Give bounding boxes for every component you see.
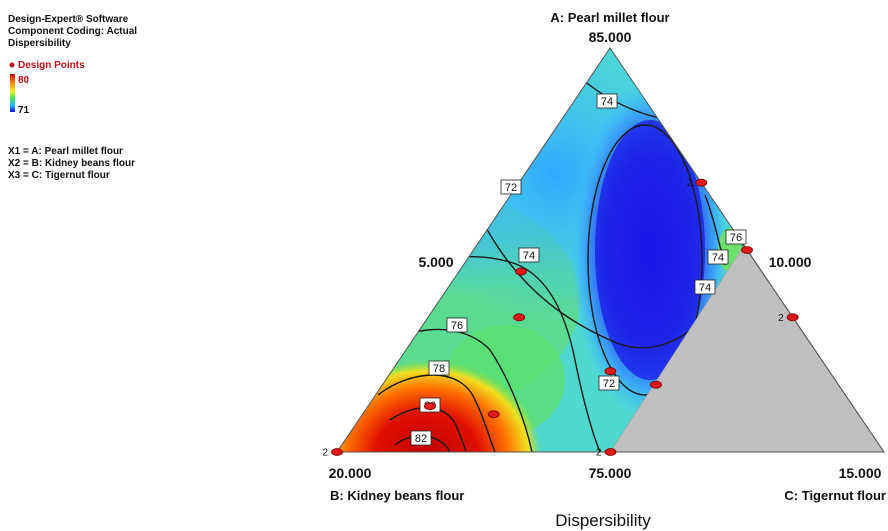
vertex-b-low: 5.000 <box>418 254 453 270</box>
design-points: 2 2 2 2 <box>322 178 799 459</box>
contour-label-box <box>707 249 729 265</box>
contour-label: 74 <box>523 250 535 262</box>
contour-label: 76 <box>730 232 742 244</box>
design-point <box>487 410 500 419</box>
contour-line <box>587 124 703 396</box>
contour-line <box>377 374 496 452</box>
color-scale-bar <box>10 74 15 112</box>
design-point <box>604 367 617 376</box>
scale-high-label: 80 <box>18 75 30 86</box>
replicate-count: 2 <box>596 448 602 459</box>
contour-label-box <box>598 375 620 391</box>
contour-label: 72 <box>603 378 615 390</box>
replicate-count: 2 <box>687 178 693 189</box>
legend: Design-Expert® Software Component Coding… <box>8 14 137 181</box>
vertex-a-name: A: Pearl millet flour <box>550 10 669 25</box>
vertex-c-high: 15.000 <box>839 465 882 481</box>
replicate-count: 2 <box>322 448 328 459</box>
vertex-b-high: 20.000 <box>329 465 372 481</box>
legend-design-points: Design Points <box>18 60 85 71</box>
contour-label-box <box>500 179 522 195</box>
legend-x3: X3 = C: Tigernut flour <box>8 170 110 181</box>
design-point <box>650 380 662 389</box>
scale-low-label: 71 <box>18 105 30 116</box>
contour-label: 74 <box>712 252 724 264</box>
design-point <box>786 313 799 322</box>
contour-label: 74 <box>699 282 711 294</box>
contour-label-box <box>428 360 450 376</box>
design-point <box>515 267 527 276</box>
contour-label: 72 <box>505 182 517 194</box>
contour-label: 82 <box>415 433 427 445</box>
axis-labels: A: Pearl millet flour 85.000 5.000 10.00… <box>329 10 886 530</box>
legend-x2: X2 = B: Kidney beans flour <box>8 158 135 169</box>
contour-label: 76 <box>451 320 463 332</box>
legend-response: Dispersibility <box>8 38 71 49</box>
contour-line <box>389 406 467 452</box>
response-surface <box>337 48 744 452</box>
contour-label-box <box>446 317 468 333</box>
contour-label-box <box>725 229 747 245</box>
design-point <box>604 448 617 456</box>
design-point <box>424 402 436 411</box>
vertex-b-name: B: Kidney beans flour <box>330 488 464 503</box>
design-point <box>331 448 343 456</box>
contour-labels: 7272747474747676788082 <box>410 93 747 446</box>
legend-x1: X1 = A: Pearl millet flour <box>8 146 123 157</box>
vertex-c-name: C: Tigernut flour <box>784 488 886 503</box>
design-point-legend-icon <box>9 62 15 68</box>
contour-label-box <box>694 279 716 295</box>
design-point <box>741 246 753 254</box>
legend-software: Design-Expert® Software <box>8 14 129 25</box>
contour-label-box <box>518 247 540 263</box>
chart-title: Dispersibility <box>555 511 651 530</box>
contour-label: 74 <box>601 96 613 108</box>
legend-coding: Component Coding: Actual <box>8 26 137 37</box>
design-point <box>513 313 526 322</box>
vertex-a-high: 85.000 <box>589 29 632 45</box>
contour-label: 78 <box>433 363 445 375</box>
contour-label-box <box>596 93 618 109</box>
design-point <box>695 178 708 187</box>
replicate-count: 2 <box>778 313 784 324</box>
vertex-a-low: 75.000 <box>589 465 632 481</box>
contour-label-box <box>410 430 432 446</box>
vertex-c-low: 10.000 <box>769 254 812 270</box>
